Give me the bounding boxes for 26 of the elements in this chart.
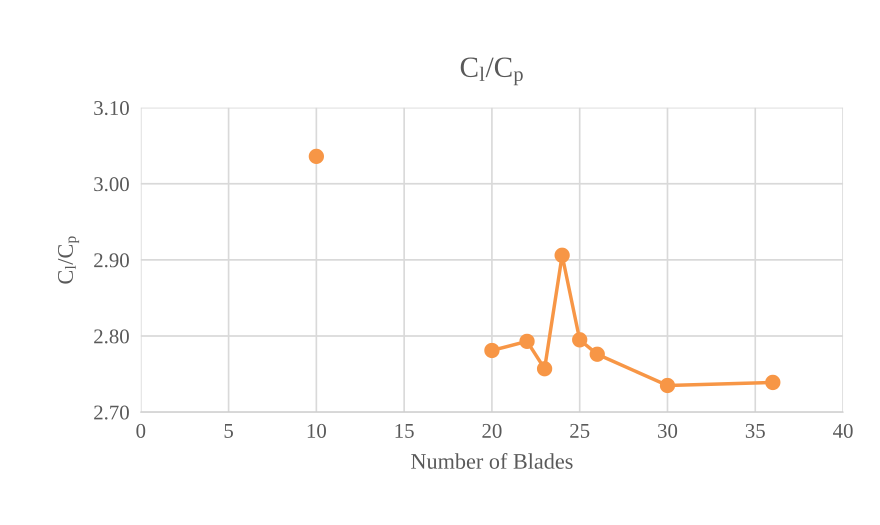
y-tick-label: 2.80 [94,329,129,344]
point [308,148,324,164]
y-tick-label: 2.70 [94,406,129,420]
y-tick-label: 3.00 [94,177,129,192]
point [590,346,605,362]
x-tick-label: 30 [658,424,678,438]
point [519,334,535,349]
x-tick-label: 35 [746,424,765,438]
x-tick-label: 40 [833,424,853,438]
point [765,374,780,390]
point [484,342,500,358]
chart-title: C$_{l}$/C$_{p}$ [460,58,523,86]
y-tick-label: 2.90 [94,253,129,268]
x-tick-label: 10 [308,424,326,438]
x-tick-label: 5 [224,424,233,438]
x-tick-label: 20 [482,424,502,438]
x-tick-label: 15 [396,424,414,438]
point [536,361,552,376]
point [572,332,588,348]
y-tick-label: 3.10 [94,101,129,116]
y-axis-title: C$_{l}$/C$_{p}$ [58,236,80,284]
x-tick-label: 0 [136,424,146,438]
x-axis-title: Number of Blades [411,453,573,469]
point [554,248,570,263]
x-tick-label: 25 [570,424,590,438]
point [660,378,676,394]
